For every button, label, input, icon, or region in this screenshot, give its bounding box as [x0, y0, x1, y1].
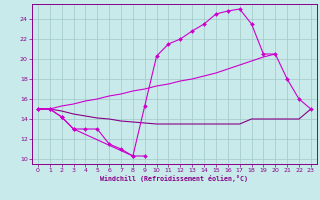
- X-axis label: Windchill (Refroidissement éolien,°C): Windchill (Refroidissement éolien,°C): [100, 175, 248, 182]
